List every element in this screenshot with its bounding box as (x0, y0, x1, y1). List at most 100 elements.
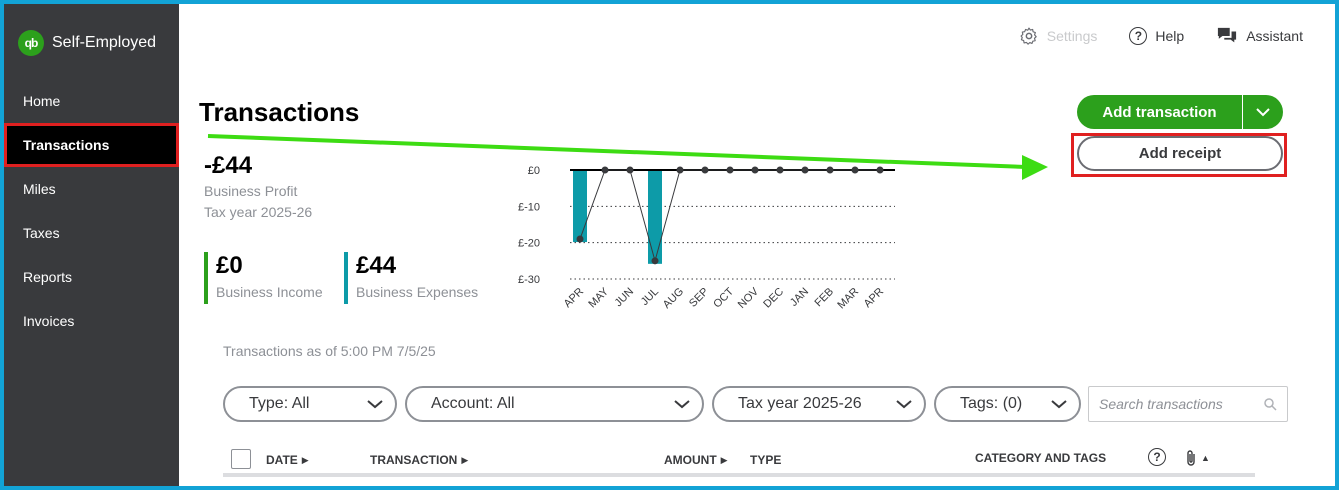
chevron-down-icon (367, 400, 383, 409)
sidebar-item-transactions[interactable]: Transactions (4, 123, 179, 167)
chart-point (651, 257, 659, 265)
search-icon[interactable] (1263, 397, 1277, 411)
sidebar-item-home[interactable]: Home (23, 93, 61, 109)
add-transaction-split-button: Add transaction (1077, 95, 1283, 129)
y-tick-label: £0 (528, 165, 540, 177)
chart-point (751, 166, 759, 174)
y-tick-label: £-30 (518, 274, 540, 286)
add-receipt-button[interactable]: Add receipt (1077, 136, 1283, 171)
profit-line (579, 169, 880, 263)
x-tick-label: JUL (639, 286, 661, 308)
brand[interactable]: qb Self-Employed (18, 30, 156, 56)
column-transaction[interactable]: TRANSACTION ▶ (370, 453, 468, 467)
select-all-checkbox[interactable] (231, 449, 251, 469)
receipt-highlight-box (1071, 133, 1287, 177)
question-circle-icon: ? (1148, 448, 1166, 466)
search-input[interactable] (1099, 396, 1259, 412)
chevron-down-icon (1256, 108, 1270, 117)
column-help[interactable]: ? (1148, 448, 1166, 466)
column-amount[interactable]: AMOUNT ▶ (664, 453, 728, 467)
type-filter-value: Type: All (249, 395, 310, 412)
gear-icon (1020, 27, 1037, 45)
x-tick-label: OCT (711, 285, 736, 310)
column-date[interactable]: DATE ▶ (266, 453, 309, 467)
column-attachment[interactable]: ▲ (1185, 449, 1210, 467)
sidebar-nav: Home Transactions Miles Taxes Reports In… (4, 79, 179, 343)
column-category-label: CATEGORY AND TAGS (975, 451, 1107, 465)
column-date-label: DATE (266, 453, 298, 467)
business-income-card[interactable]: £0 Business Income (204, 252, 323, 304)
x-tick-label: SEP (687, 286, 711, 310)
chevron-down-icon (896, 400, 912, 409)
column-category[interactable]: CATEGORY AND TAGS (975, 451, 1106, 465)
x-tick-label: NOV (736, 285, 762, 311)
chart-point (676, 166, 684, 174)
paperclip-icon (1187, 450, 1195, 466)
assistant-label: Assistant (1246, 28, 1303, 44)
business-income-value: £0 (216, 252, 243, 279)
tags-filter-value: Tags: (0) (960, 395, 1023, 412)
business-expenses-card[interactable]: £44 Business Expenses (344, 252, 478, 304)
y-tick-label: £-20 (518, 238, 540, 250)
x-tick-label: APR (562, 286, 587, 311)
chart-point (826, 166, 834, 174)
x-tick-label: AUG (661, 286, 686, 311)
add-transaction-dropdown[interactable] (1243, 95, 1283, 129)
sort-right-icon: ▶ (301, 454, 309, 465)
sidebar-item-invoices[interactable]: Invoices (23, 313, 75, 329)
account-filter-value: Account: All (431, 395, 515, 412)
brand-name: Self-Employed (52, 34, 157, 51)
question-circle-icon: ? (1129, 27, 1148, 45)
settings-button[interactable]: Settings (1019, 26, 1098, 46)
x-tick-label: APR (862, 286, 887, 311)
chart-point (701, 166, 709, 174)
business-expenses-label: Business Expenses (356, 284, 479, 300)
x-tick-label: MAR (835, 286, 861, 312)
tax-year-label: Tax year 2025-26 (204, 204, 313, 220)
chart-point (776, 166, 784, 174)
sidebar-item-miles[interactable]: Miles (23, 181, 56, 197)
business-profit-value: -£44 (204, 152, 253, 179)
tax-year-filter[interactable]: Tax year 2025-26 (712, 386, 926, 422)
chart-point (851, 166, 859, 174)
column-type-label: TYPE (750, 453, 782, 467)
assistant-button[interactable]: Assistant (1216, 26, 1303, 46)
chart-bar (573, 170, 587, 243)
business-income-label: Business Income (216, 284, 323, 300)
tags-filter[interactable]: Tags: (0) (934, 386, 1081, 422)
chart-point (576, 235, 584, 243)
sidebar-item-taxes[interactable]: Taxes (23, 225, 60, 241)
chart-point (726, 166, 734, 174)
sidebar: qb Self-Employed Home Transactions Miles… (4, 4, 179, 486)
business-expenses-value: £44 (356, 252, 397, 279)
column-type[interactable]: TYPE (750, 453, 781, 467)
table-header: DATE ▶ TRANSACTION ▶ AMOUNT ▶ TYPE CATEGORY… (223, 444, 1255, 477)
transactions-as-of: Transactions as of 5:00 PM 7/5/25 (223, 343, 436, 359)
x-tick-label: DEC (761, 286, 786, 311)
chat-bubbles-icon (1218, 27, 1237, 43)
chart-point (801, 166, 809, 174)
column-transaction-label: TRANSACTION (370, 453, 458, 467)
column-amount-label: AMOUNT (664, 453, 717, 467)
sort-right-icon: ▶ (461, 454, 469, 465)
sidebar-item-reports[interactable]: Reports (23, 269, 73, 285)
topbar: Settings ? Help Assistant (1019, 26, 1303, 46)
x-tick-label: JAN (788, 286, 811, 309)
chart-point (601, 166, 609, 174)
x-tick-label: MAY (586, 285, 611, 310)
y-tick-label: £-10 (518, 201, 540, 213)
account-filter[interactable]: Account: All (405, 386, 704, 422)
x-tick-label: JUN (613, 286, 637, 310)
type-filter[interactable]: Type: All (223, 386, 397, 422)
search-box (1088, 386, 1288, 422)
chevron-down-icon (674, 400, 690, 409)
help-button[interactable]: ? Help (1129, 27, 1184, 45)
page-title: Transactions (199, 97, 360, 127)
settings-label: Settings (1046, 28, 1098, 44)
chart-point (876, 166, 884, 174)
add-transaction-button[interactable]: Add transaction (1077, 95, 1243, 129)
business-profit-label: Business Profit (204, 183, 298, 199)
x-tick-label: FEB (812, 286, 836, 310)
tax-year-filter-value: Tax year 2025-26 (738, 395, 862, 412)
